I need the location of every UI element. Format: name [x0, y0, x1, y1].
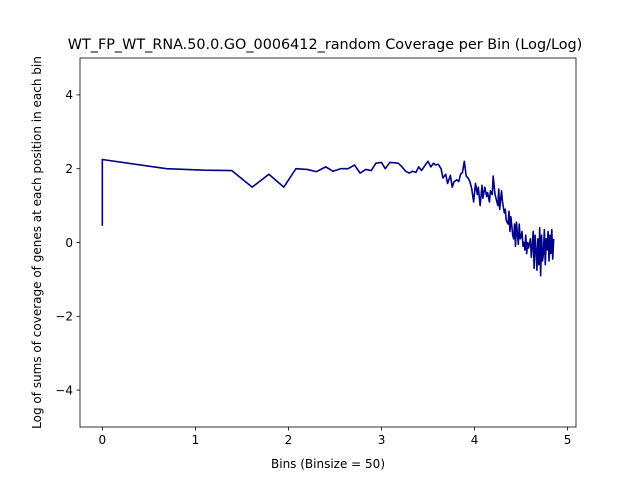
series-line: [101, 158, 555, 277]
chart-title: WT_FP_WT_RNA.50.0.GO_0006412_random Cove…: [68, 37, 583, 53]
y-tick-label: 2: [65, 162, 73, 176]
x-tick-label: 0: [99, 433, 107, 447]
y-tick-label: 0: [65, 236, 73, 250]
plot-area: [79, 57, 577, 428]
y-tick-label: −2: [55, 310, 73, 324]
x-tick-label: 2: [285, 433, 293, 447]
y-tick-label: 4: [65, 88, 73, 102]
x-tick-label: 5: [564, 433, 572, 447]
y-tick-label: −4: [55, 383, 73, 397]
y-axis: −4 −2 0 2 4: [55, 88, 80, 397]
x-tick-label: 4: [471, 433, 479, 447]
x-tick-label: 1: [192, 433, 200, 447]
x-axis-label: Bins (Binsize = 50): [271, 457, 385, 471]
x-axis: 0 1 2 3 4 5: [99, 427, 572, 447]
plot-background: [80, 58, 576, 427]
x-tick-label: 3: [378, 433, 386, 447]
y-axis-label: Log of sums of coverage of genes at each…: [30, 56, 44, 429]
